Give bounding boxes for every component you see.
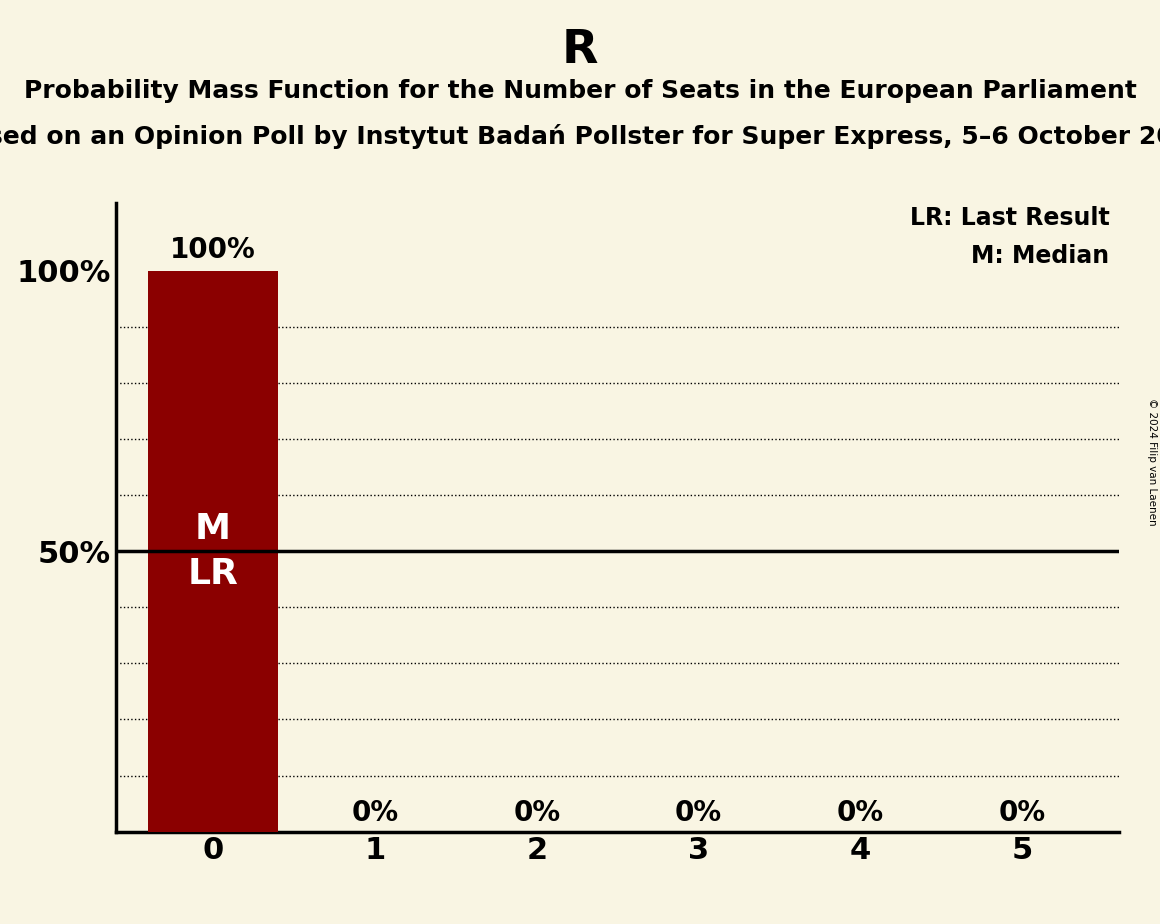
Text: 0%: 0%	[675, 799, 723, 827]
Text: 100%: 100%	[171, 236, 256, 264]
Text: 0%: 0%	[836, 799, 884, 827]
Bar	[148, 271, 278, 832]
Text: Probability Mass Function for the Number of Seats in the European Parliament: Probability Mass Function for the Number…	[23, 79, 1137, 103]
Text: M
LR: M LR	[188, 512, 239, 590]
Text: R: R	[561, 28, 599, 73]
Text: 0%: 0%	[513, 799, 560, 827]
Text: 0%: 0%	[999, 799, 1046, 827]
Text: Based on an Opinion Poll by Instytut Badań Pollster for Super Express, 5–6 Octob: Based on an Opinion Poll by Instytut Bad…	[0, 124, 1160, 149]
Text: 0%: 0%	[351, 799, 399, 827]
Text: LR: Last Result: LR: Last Result	[909, 206, 1109, 230]
Text: M: Median: M: Median	[971, 244, 1109, 268]
Text: © 2024 Filip van Laenen: © 2024 Filip van Laenen	[1147, 398, 1157, 526]
